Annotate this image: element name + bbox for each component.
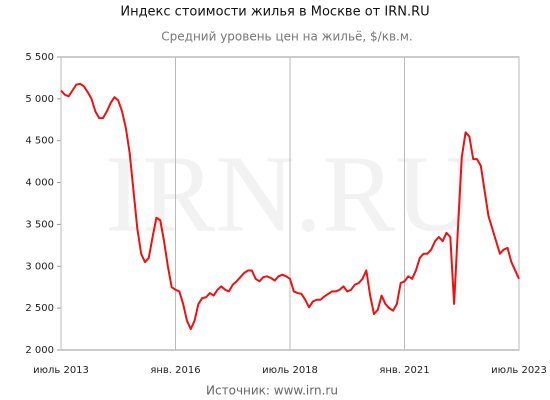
x-tick-label: июль 2018 bbox=[262, 365, 318, 376]
y-tick-label: 5 500 bbox=[25, 52, 54, 63]
x-tick-label: июль 2013 bbox=[33, 365, 89, 376]
y-tick-label: 4 000 bbox=[25, 178, 54, 189]
y-tick-label: 2 000 bbox=[25, 345, 54, 356]
chart-title: Индекс стоимости жилья в Москве от IRN.R… bbox=[120, 5, 429, 20]
y-tick-label: 5 000 bbox=[25, 94, 54, 105]
x-tick-label: янв. 2021 bbox=[379, 365, 429, 376]
y-tick-label: 3 500 bbox=[25, 219, 54, 230]
x-tick-label: июль 2023 bbox=[491, 365, 547, 376]
y-tick-label: 2 500 bbox=[25, 303, 54, 314]
x-tick-label: янв. 2016 bbox=[150, 365, 200, 376]
source: Источник: www.irn.ru bbox=[206, 384, 338, 398]
y-tick-label: 4 500 bbox=[25, 136, 54, 147]
y-tick-label: 3 000 bbox=[25, 261, 54, 272]
chart-subtitle: Средний уровень цен на жильё, $/кв.м. bbox=[161, 30, 412, 44]
line-series bbox=[60, 82, 520, 331]
